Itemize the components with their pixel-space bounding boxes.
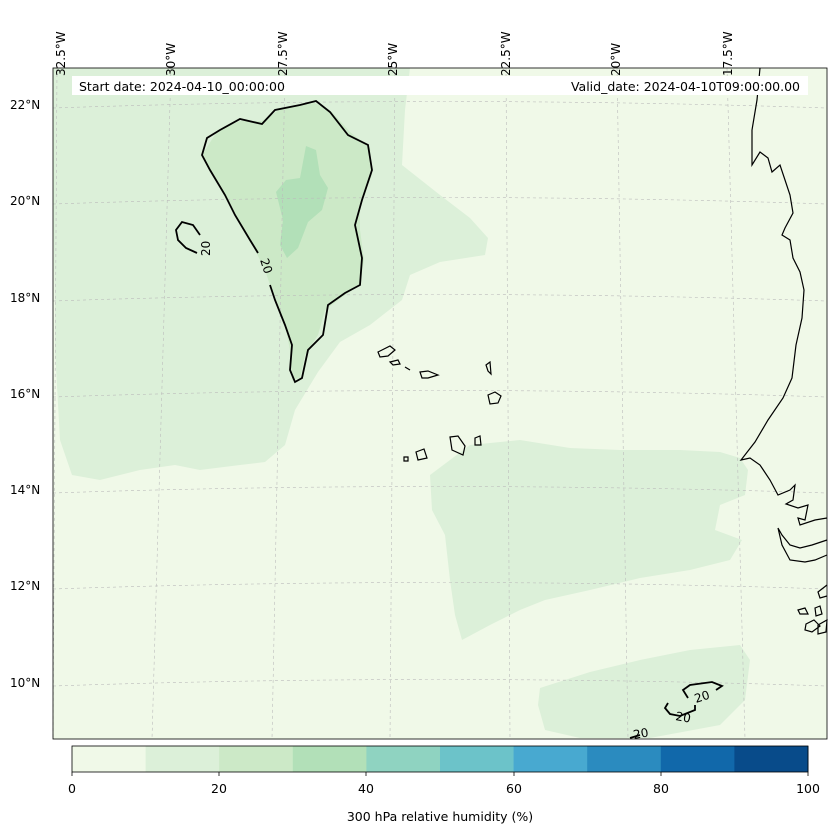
start-date-text: Start date: 2024-04-10_00:00:00 [79, 79, 285, 94]
lon-label: 17.5°W [721, 31, 735, 76]
colorbar-segment [219, 746, 294, 772]
valid-date-text: Valid_date: 2024-04-10T09:00:00.00 [570, 79, 800, 94]
colorbar-segment [734, 746, 809, 772]
colorbar-label: 300 hPa relative humidity (%) [346, 809, 534, 824]
colorbar-tick-label: 60 [506, 781, 522, 796]
lon-label: 22.5°W [499, 31, 513, 76]
lat-label: 12°N [10, 579, 41, 593]
colorbar-ticks [71, 772, 809, 776]
humidity-30-40-region [276, 146, 328, 258]
lat-label: 14°N [10, 483, 41, 497]
colorbar-segment [587, 746, 662, 772]
contour-label: 20 [693, 688, 712, 706]
colorbar-segment [513, 746, 588, 772]
contour-label: 20 [674, 709, 691, 725]
colorbar-tick-label: 40 [358, 781, 374, 796]
colorbar-tick-label: 100 [796, 781, 820, 796]
contour-label: 20 [257, 257, 275, 276]
colorbar-segment [145, 746, 220, 772]
africa-coastline-south [777, 527, 828, 563]
lon-label: 25°W [386, 42, 400, 76]
colorbar-segment [292, 746, 367, 772]
lat-label: 18°N [10, 291, 41, 305]
africa-coastline [739, 67, 828, 526]
contour-label: 20 [199, 241, 213, 256]
colorbar [72, 746, 809, 772]
colorbar-tick-label: 20 [211, 781, 227, 796]
colorbar-segment [440, 746, 515, 772]
lat-label: 20°N [10, 194, 41, 208]
colorbar-segment [660, 746, 735, 772]
colorbar-tick-label: 0 [68, 781, 76, 796]
lat-label: 10°N [10, 676, 41, 690]
lon-label: 20°W [609, 42, 623, 76]
colorbar-frame [71, 745, 809, 773]
contour-label: 20 [632, 726, 649, 742]
map-frame [52, 67, 828, 740]
bijagos-islands [797, 584, 828, 635]
lat-label: 22°N [10, 98, 41, 112]
contour-20-lines [175, 100, 724, 739]
cape-verde-islands [377, 345, 502, 462]
lon-label: 27.5°W [276, 31, 290, 76]
lon-label: 32.5°W [54, 31, 68, 76]
colorbar-tick-label: 80 [653, 781, 669, 796]
lon-label: 30°W [164, 42, 178, 76]
colorbar-segment [72, 746, 147, 772]
graticule [52, 67, 828, 740]
date-info-box [72, 76, 808, 95]
colorbar-segment [366, 746, 441, 772]
lat-label: 16°N [10, 387, 41, 401]
